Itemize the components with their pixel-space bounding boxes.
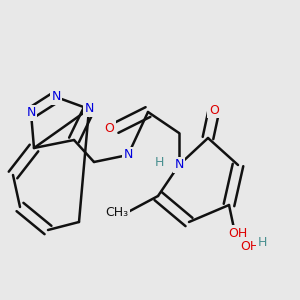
Text: N: N: [174, 158, 184, 172]
Text: OH: OH: [240, 239, 259, 253]
Text: H: H: [155, 155, 164, 169]
Text: H: H: [258, 236, 267, 248]
Text: OH: OH: [228, 227, 248, 240]
Text: N: N: [123, 148, 133, 161]
Text: O: O: [104, 122, 114, 134]
Text: O: O: [209, 103, 219, 116]
Text: CH₃: CH₃: [105, 206, 128, 218]
Text: N: N: [26, 106, 36, 119]
Text: N: N: [84, 103, 94, 116]
Text: N: N: [51, 91, 61, 103]
